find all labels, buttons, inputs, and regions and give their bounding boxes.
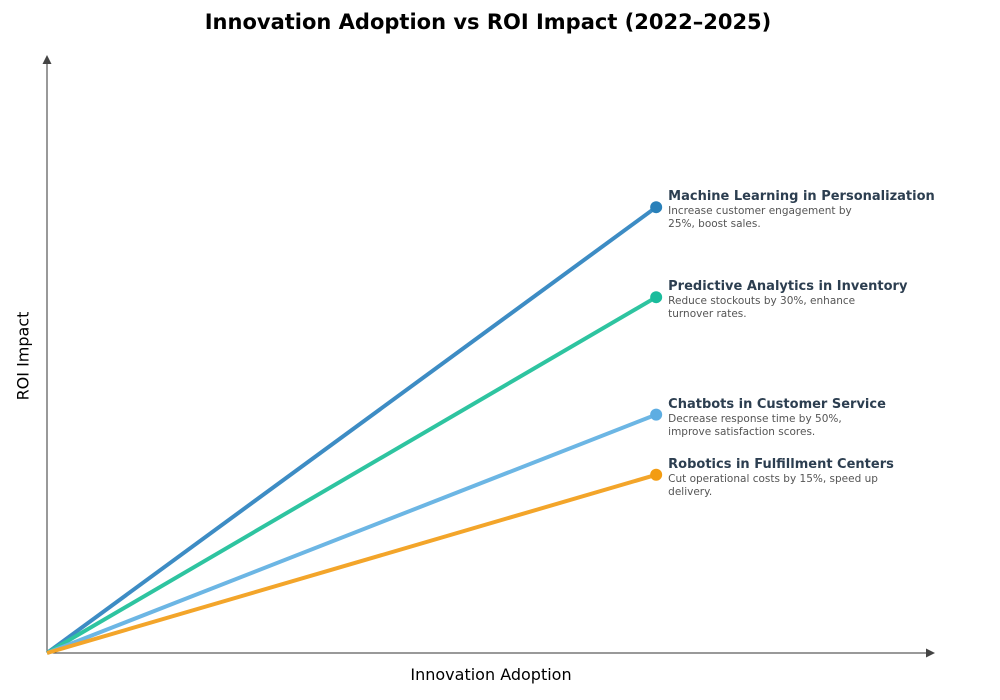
x-axis-arrow-icon	[926, 648, 935, 658]
series-endpoint-marker	[650, 201, 663, 214]
series-line	[46, 412, 657, 655]
series-annotation: Predictive Analytics in Inventory Reduce …	[668, 279, 968, 321]
series-description: Cut operational costs by 15%, speed up d…	[668, 472, 878, 498]
series-line	[45, 295, 658, 655]
series-endpoint-marker	[650, 408, 663, 421]
x-axis-label: Innovation Adoption	[410, 665, 572, 684]
series-name-label: Machine Learning in Personalization	[668, 189, 935, 205]
series-name-label: Chatbots in Customer Service	[668, 396, 886, 412]
y-axis-label: ROI Impact	[13, 311, 33, 401]
series-line	[46, 472, 657, 655]
series-annotation: Robotics in Fulfillment Centers Cut opera…	[668, 457, 968, 499]
chart-title: Innovation Adoption vs ROI Impact (2022–…	[204, 10, 772, 34]
series-description: Decrease response time by 50%, improve s…	[668, 412, 842, 438]
series-endpoint-marker	[650, 468, 663, 481]
series-annotation: Chatbots in Customer Service Decrease res…	[668, 397, 968, 439]
series-line	[45, 205, 658, 655]
series-name-label: Robotics in Fulfillment Centers	[668, 456, 894, 472]
series-endpoint-marker	[650, 291, 663, 304]
series-name-label: Predictive Analytics in Inventory	[668, 279, 908, 295]
series-description: Increase customer engagement by 25%, boo…	[668, 205, 852, 231]
series-annotation: Machine Learning in Personalization Incre…	[668, 189, 968, 231]
series-description: Reduce stockouts by 30%, enhance turnove…	[668, 295, 856, 321]
y-axis-arrow-icon	[42, 55, 52, 64]
